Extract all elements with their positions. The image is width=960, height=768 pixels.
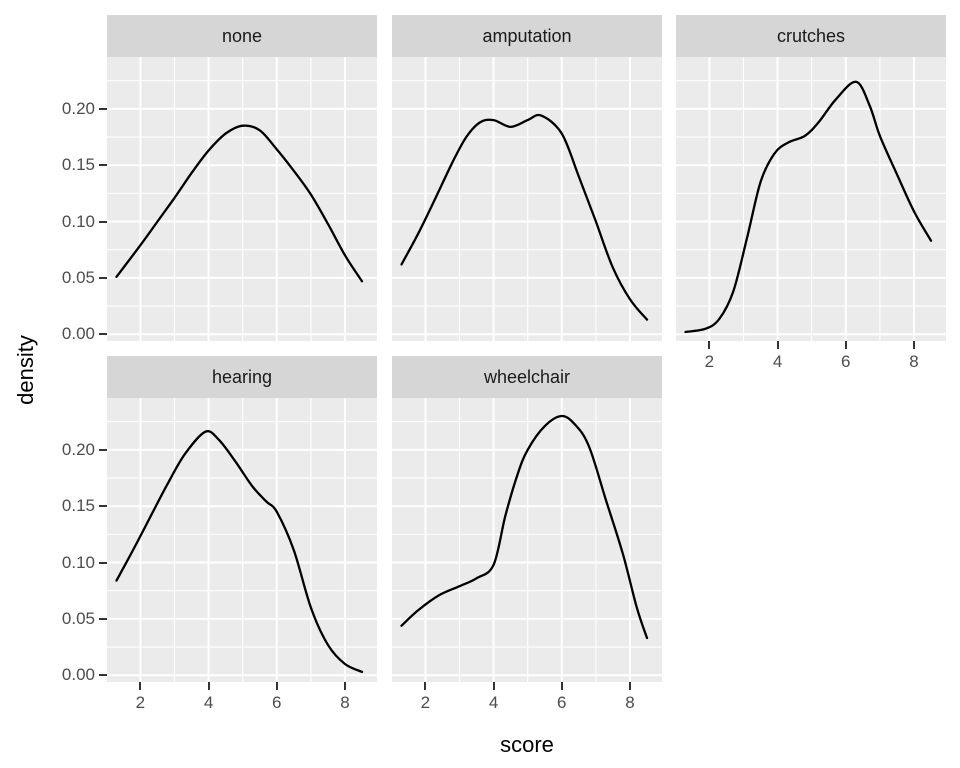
x-tick-mark: [708, 341, 711, 349]
x-tick-mark: [628, 682, 631, 690]
y-tick-label: 0.00: [61, 324, 95, 344]
x-tick-mark: [912, 341, 915, 349]
x-tick-mark: [492, 682, 495, 690]
density-curve-amputation: [400, 113, 649, 321]
x-tick-label: 4: [203, 693, 214, 712]
y-axis-title: density: [13, 335, 38, 405]
x-tick-label: 6: [272, 693, 282, 712]
x-tick-mark: [139, 682, 142, 690]
facet-panel-amputation: [392, 57, 662, 341]
y-tick-mark: [99, 448, 107, 451]
facet-panel-crutches: [676, 57, 946, 341]
y-tick-label: 0.20: [61, 439, 95, 459]
facet-strip: none: [107, 15, 377, 57]
y-tick-label: 0.00: [61, 665, 95, 685]
y-tick-mark: [99, 674, 107, 677]
facet-strip: wheelchair: [392, 356, 662, 398]
x-tick-label: 8: [340, 693, 350, 712]
facet-cell-wheelchair: wheelchair: [392, 356, 662, 682]
facet-cell-hearing: hearing: [107, 356, 377, 682]
density-curve-hearing: [115, 430, 364, 674]
facet-strip-label: wheelchair: [483, 367, 571, 387]
y-tick-mark: [99, 333, 107, 336]
density-curve-crutches: [684, 80, 933, 334]
facet-strip: hearing: [107, 356, 377, 398]
facet-strip-label: crutches: [776, 26, 846, 46]
x-tick-mark: [275, 682, 278, 690]
x-tick-label: 8: [909, 352, 919, 371]
x-axis-title: score: [500, 732, 554, 757]
facet-strip-label: amputation: [482, 26, 572, 46]
facet-strip-label: hearing: [211, 367, 273, 387]
y-tick-label: 0.05: [61, 267, 95, 287]
x-tick-mark: [560, 682, 563, 690]
y-tick-mark: [99, 276, 107, 279]
density-curve-wheelchair: [400, 414, 649, 640]
y-tick-mark: [99, 220, 107, 223]
y-tick-mark: [99, 505, 107, 508]
x-tick-label: 8: [625, 693, 635, 712]
x-tick-mark: [844, 341, 847, 349]
y-tick-mark: [99, 561, 107, 564]
facet-cell-crutches: crutches: [676, 15, 946, 341]
y-tick-label: 0.10: [61, 211, 95, 231]
density-curve-none: [115, 124, 364, 283]
y-tick-label: 0.20: [61, 98, 95, 118]
x-tick-mark: [207, 682, 210, 690]
x-tick-label: 2: [135, 693, 146, 712]
y-tick-mark: [99, 617, 107, 620]
x-tick-mark: [776, 341, 779, 349]
facet-panel-wheelchair: [392, 398, 662, 682]
y-tick-label: 0.15: [61, 496, 95, 516]
x-tick-label: 6: [841, 352, 851, 371]
x-tick-label: 2: [704, 352, 715, 371]
facet-panel-none: [107, 57, 377, 341]
facet-strip: crutches: [676, 15, 946, 57]
x-tick-label: 4: [488, 693, 499, 712]
x-tick-mark: [424, 682, 427, 690]
y-tick-mark: [99, 107, 107, 110]
facet-strip-label: none: [221, 26, 263, 46]
facet-cell-none: none: [107, 15, 377, 341]
x-tick-label: 4: [772, 352, 783, 371]
x-tick-label: 2: [420, 693, 431, 712]
facet-panel-hearing: [107, 398, 377, 682]
y-tick-label: 0.05: [61, 608, 95, 628]
facet-cell-amputation: amputation: [392, 15, 662, 341]
facet-strip: amputation: [392, 15, 662, 57]
x-tick-label: 6: [557, 693, 567, 712]
y-tick-mark: [99, 164, 107, 167]
x-tick-mark: [343, 682, 346, 690]
y-tick-label: 0.15: [61, 155, 95, 175]
y-tick-label: 0.10: [61, 552, 95, 572]
